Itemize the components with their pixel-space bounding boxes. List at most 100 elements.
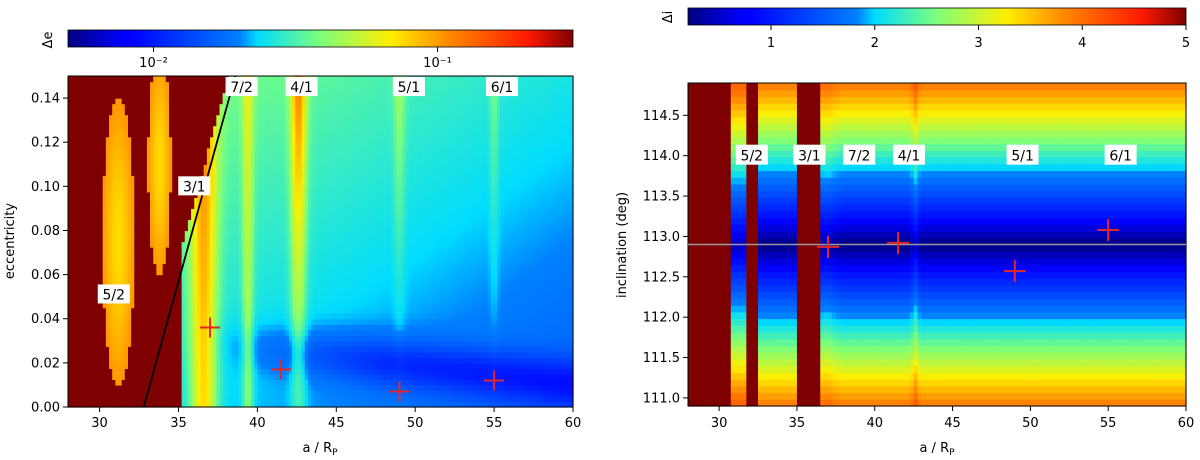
eccentricity-map-cell	[99, 175, 104, 182]
eccentricity-map-cell	[74, 180, 79, 187]
eccentricity-map-cell	[118, 258, 123, 265]
eccentricity-map-cell	[68, 263, 72, 270]
eccentricity-map-cell	[121, 247, 126, 254]
eccentricity-map-cell	[121, 318, 126, 325]
eccentricity-map-cell	[112, 269, 116, 276]
eccentricity-map-cell	[105, 329, 110, 336]
eccentricity-map-cell	[99, 230, 104, 237]
eccentricity-map-cell	[112, 120, 116, 127]
eccentricity-map-cell	[86, 368, 91, 375]
eccentricity-map-cell	[131, 296, 135, 303]
eccentricity-map-cell	[127, 373, 132, 381]
eccentricity-map-cell	[112, 263, 116, 270]
eccentricity-map-cell	[102, 247, 107, 254]
eccentricity-map-cell	[99, 373, 104, 381]
eccentricity-map-cell	[115, 197, 120, 204]
eccentricity-map-cell	[71, 175, 75, 182]
eccentricity-map-cell	[96, 158, 101, 165]
colorbar-delta-e-tick-label: 10⁻²	[139, 56, 168, 71]
eccentricity-map-cell	[77, 76, 82, 83]
eccentricity-map-cell	[93, 208, 98, 215]
eccentricity-map-cell	[134, 235, 139, 243]
eccentricity-map-cell	[71, 390, 75, 397]
eccentricity-map-cell	[68, 401, 72, 408]
eccentricity-map-cell	[86, 379, 91, 386]
eccentricity-map-cell	[124, 241, 129, 248]
eccentricity-map-cell	[74, 131, 79, 138]
eccentricity-map-cell	[68, 269, 72, 276]
eccentricity-map-cell	[86, 191, 91, 198]
eccentricity-map-cell	[102, 213, 107, 221]
eccentricity-map-cell	[137, 120, 142, 127]
eccentricity-map-cell	[68, 230, 72, 237]
eccentricity-map-cell	[137, 373, 142, 381]
eccentricity-map-cell	[140, 357, 145, 364]
eccentricity-map-cell	[77, 213, 82, 221]
eccentricity-map-cell	[115, 219, 120, 226]
eccentricity-map-cell	[127, 362, 132, 369]
eccentricity-map-cell	[118, 87, 123, 94]
eccentricity-map-cell	[93, 114, 98, 121]
eccentricity-map-cell	[77, 379, 82, 386]
eccentricity-map-cell	[131, 390, 135, 397]
eccentricity-map-cell	[99, 362, 104, 369]
eccentricity-map-cell	[127, 98, 132, 105]
eccentricity-map-cell	[134, 202, 139, 209]
eccentricity-map-cell	[90, 368, 94, 375]
eccentricity-map-cell	[83, 125, 88, 132]
eccentricity-map-cell	[115, 368, 120, 375]
eccentricity-map-cell	[96, 373, 101, 381]
eccentricity-map-cell	[86, 395, 91, 403]
eccentricity-map-cell	[121, 307, 126, 314]
eccentricity-map-cell	[118, 313, 123, 320]
eccentricity-map-cell	[137, 109, 142, 116]
eccentricity-map-cell	[86, 147, 91, 154]
eccentricity-map-cell	[99, 87, 104, 94]
eccentricity-map-cell	[86, 230, 91, 237]
eccentricity-map-cell	[99, 351, 104, 358]
eccentricity-map-cell	[112, 98, 116, 105]
eccentricity-map-cell	[80, 274, 85, 281]
eccentricity-map-cell	[109, 180, 113, 187]
eccentricity-map-cell	[112, 235, 116, 243]
eccentricity-map-cell	[96, 213, 101, 221]
eccentricity-map-cell	[83, 87, 88, 94]
eccentricity-map-cell	[115, 307, 120, 314]
eccentricity-map-cell	[118, 263, 123, 270]
eccentricity-map-cell	[90, 241, 94, 248]
eccentricity-map-cell	[80, 373, 85, 381]
eccentricity-map-cell	[74, 302, 79, 309]
colorbar-delta-e-label: Δe	[41, 32, 56, 49]
eccentricity-map-cell	[99, 346, 104, 353]
eccentricity-map-cell	[121, 395, 126, 403]
eccentricity-map-cell	[124, 87, 129, 94]
eccentricity-map-cell	[74, 202, 79, 209]
eccentricity-map-cell	[96, 252, 101, 259]
eccentricity-map-cell	[118, 384, 123, 392]
eccentricity-map-cell	[99, 81, 104, 88]
eccentricity-map-cell	[77, 158, 82, 165]
eccentricity-map-cell	[71, 285, 75, 292]
eccentricity-map-cell	[109, 131, 113, 138]
eccentricity-map-cell	[90, 230, 94, 237]
eccentricity-map-cell	[134, 373, 139, 381]
eccentricity-map-cell	[93, 302, 98, 309]
eccentricity-map-cell	[124, 335, 129, 342]
eccentricity-map-cell	[124, 379, 129, 386]
eccentricity-map-cell	[77, 169, 82, 176]
eccentricity-map-cell	[124, 357, 129, 364]
eccentricity-map-cell	[109, 109, 113, 116]
eccentricity-map-cell	[102, 92, 107, 99]
eccentricity-map-cell	[137, 230, 142, 237]
eccentricity-map-cell	[124, 180, 129, 187]
eccentricity-map-cell	[96, 329, 101, 336]
eccentricity-map-cell	[115, 263, 120, 270]
eccentricity-map-cell	[93, 147, 98, 154]
eccentricity-map-cell	[131, 208, 135, 215]
eccentricity-map-cell	[80, 247, 85, 254]
eccentricity-map-cell	[131, 362, 135, 369]
eccentricity-map-cell	[109, 241, 113, 248]
eccentricity-map-cell	[121, 346, 126, 353]
eccentricity-map-cell	[83, 191, 88, 198]
eccentricity-map-cell	[118, 191, 123, 198]
